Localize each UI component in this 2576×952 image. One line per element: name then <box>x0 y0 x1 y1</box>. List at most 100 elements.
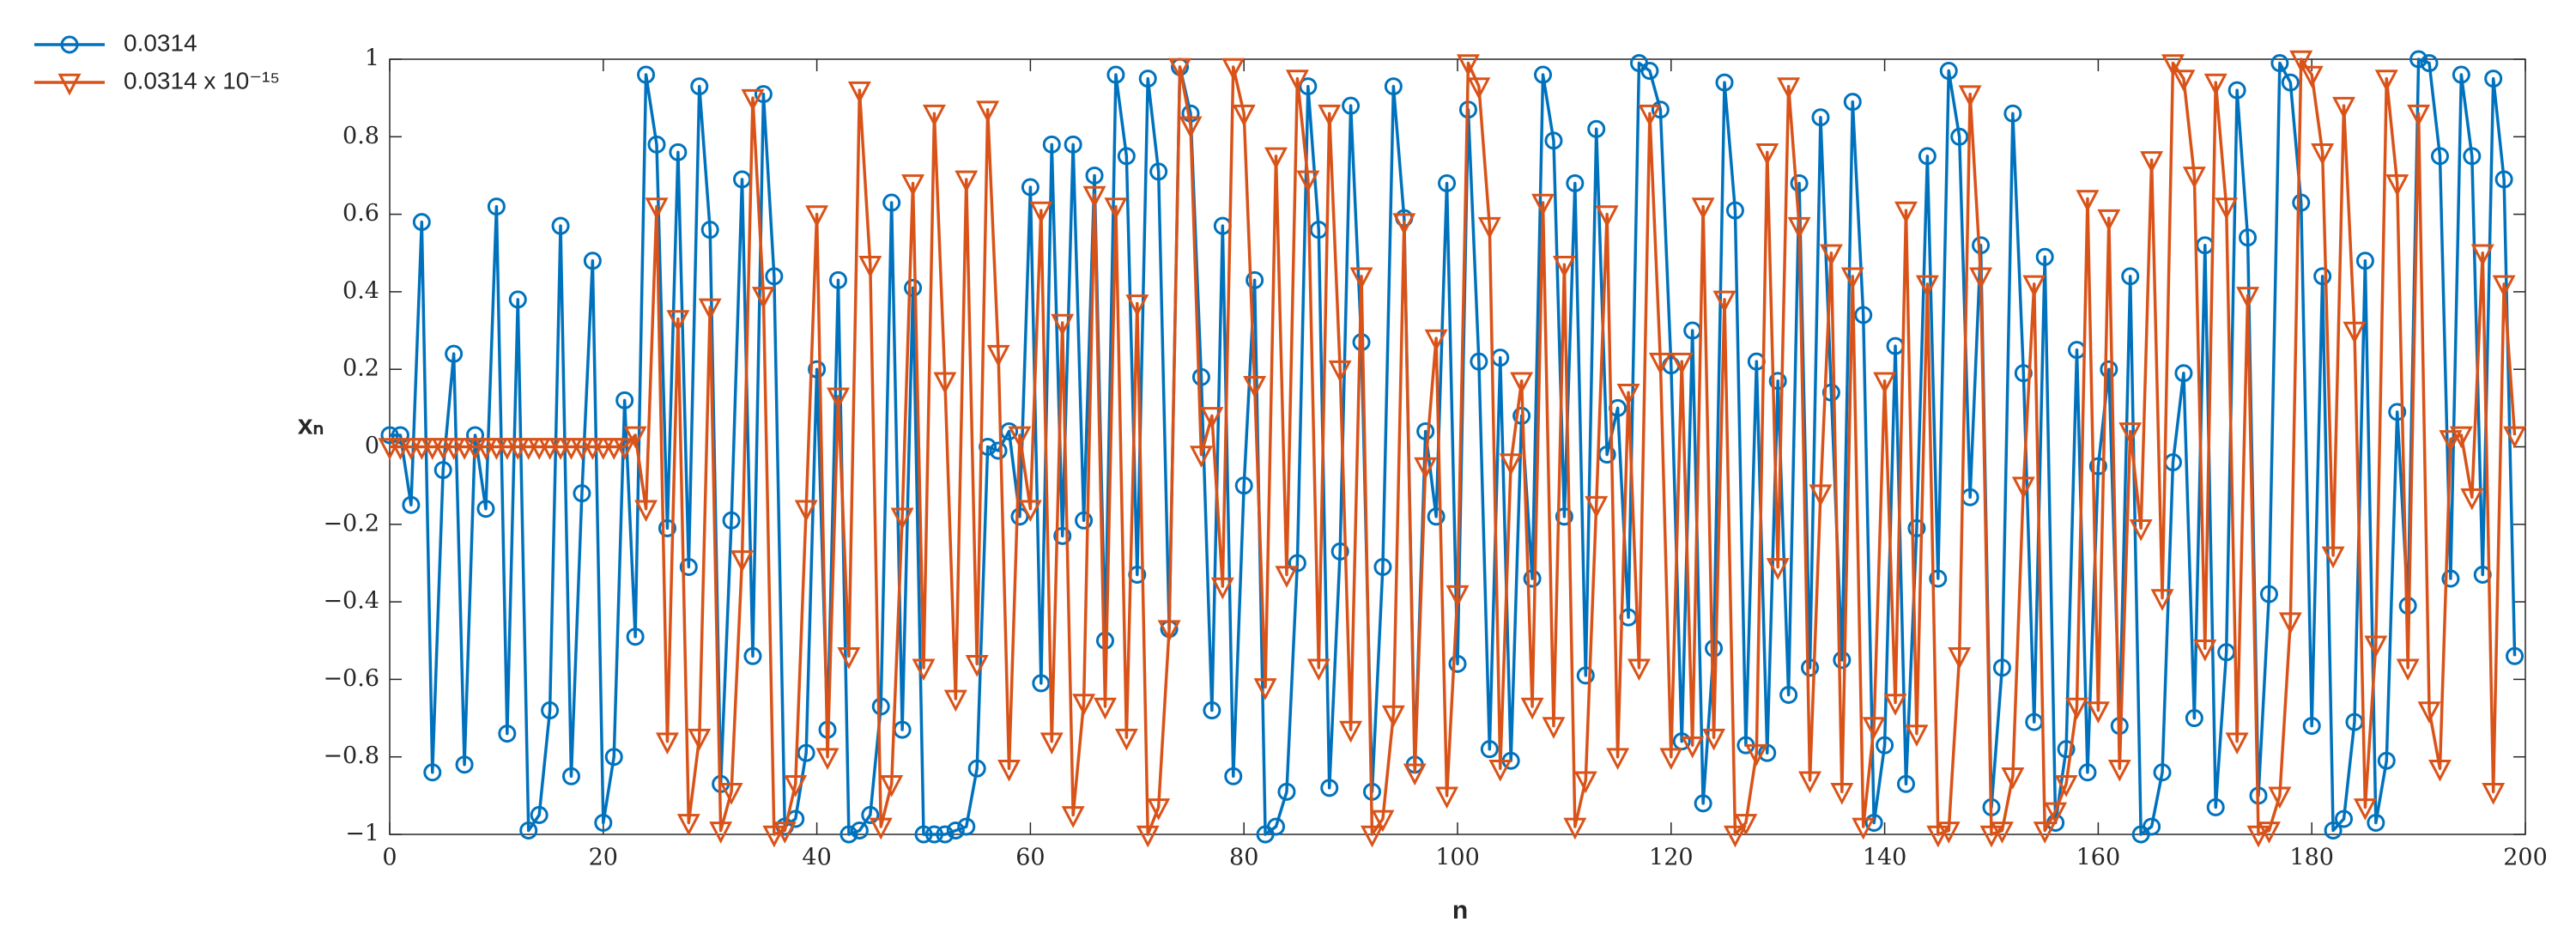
marker <box>1585 495 1609 518</box>
marker <box>1712 290 1737 313</box>
marker <box>1969 267 1993 290</box>
marker <box>2452 65 2470 84</box>
marker <box>1488 759 1512 782</box>
marker <box>2044 802 2068 825</box>
marker <box>1082 185 1106 209</box>
marker <box>1766 558 1790 580</box>
x-tick-label: 160 <box>2076 845 2121 871</box>
marker <box>2441 569 2460 588</box>
marker <box>924 825 943 844</box>
marker <box>2407 104 2431 127</box>
marker <box>645 197 669 220</box>
marker <box>2428 759 2452 782</box>
marker <box>922 104 946 127</box>
marker <box>613 438 637 460</box>
marker <box>2014 364 2033 383</box>
marker <box>2225 732 2249 755</box>
marker <box>1125 294 1149 317</box>
marker <box>976 100 1000 124</box>
marker <box>455 755 474 774</box>
marker <box>1106 65 1125 84</box>
marker <box>901 174 925 197</box>
marker <box>1979 825 2003 848</box>
marker <box>719 783 743 805</box>
marker <box>1638 104 1662 127</box>
marker <box>1787 216 1811 240</box>
marker <box>1168 58 1192 81</box>
marker <box>1777 77 1801 100</box>
y-axis-label: xₙ <box>298 409 324 440</box>
marker <box>1306 658 1330 682</box>
marker <box>1755 143 1779 166</box>
marker <box>1544 131 1563 150</box>
marker <box>1275 566 1299 588</box>
marker <box>1725 201 1744 220</box>
marker <box>688 728 712 751</box>
marker <box>1285 70 1309 92</box>
x-tick-label: 60 <box>1015 845 1045 871</box>
marker <box>1414 457 1438 480</box>
marker <box>1862 717 1886 739</box>
marker <box>2343 321 2367 344</box>
marker <box>1616 383 1640 406</box>
marker <box>2449 426 2473 449</box>
marker <box>1873 372 1897 395</box>
x-tick-label: 120 <box>1649 845 1694 871</box>
marker <box>2321 546 2345 569</box>
y-tick-label: 0.8 <box>342 123 379 149</box>
marker <box>1200 407 1224 429</box>
marker <box>936 825 955 844</box>
marker <box>1373 557 1392 576</box>
marker <box>1744 743 1768 767</box>
marker <box>1573 771 1597 794</box>
marker <box>1277 782 1296 801</box>
marker <box>1224 767 1243 785</box>
marker <box>551 216 570 235</box>
marker <box>826 387 850 410</box>
marker <box>594 813 613 832</box>
marker <box>1948 647 1972 670</box>
marker <box>1723 825 1747 848</box>
marker <box>1811 108 1830 127</box>
marker <box>2439 430 2463 452</box>
marker <box>828 270 847 289</box>
marker <box>1264 147 1288 170</box>
marker <box>1854 306 1873 324</box>
x-tick-label: 20 <box>589 845 618 871</box>
marker <box>2161 54 2185 76</box>
marker <box>722 511 741 530</box>
marker <box>1768 372 1787 391</box>
marker <box>1349 267 1373 290</box>
marker <box>2374 70 2398 92</box>
marker <box>754 85 773 104</box>
marker <box>2430 147 2449 166</box>
marker <box>797 743 815 762</box>
marker <box>1918 147 1937 166</box>
marker <box>2364 635 2388 658</box>
marker <box>762 825 786 848</box>
marker <box>2302 717 2321 736</box>
marker <box>2100 360 2118 379</box>
marker <box>989 441 1008 460</box>
marker <box>1907 518 1926 537</box>
marker <box>2506 646 2524 665</box>
marker <box>1299 77 1318 96</box>
marker <box>871 697 890 716</box>
marker <box>2206 797 2225 816</box>
marker <box>1958 85 1982 107</box>
marker <box>698 298 722 321</box>
marker <box>2278 612 2302 634</box>
marker <box>1392 213 1416 235</box>
marker <box>1651 100 1670 119</box>
x-tick-label: 180 <box>2289 845 2334 871</box>
marker <box>1852 817 1876 840</box>
marker <box>2011 476 2035 499</box>
marker <box>2227 81 2246 100</box>
marker <box>1267 817 1286 836</box>
marker <box>1915 275 1939 298</box>
marker <box>869 817 893 840</box>
marker <box>858 255 882 278</box>
marker <box>743 646 762 665</box>
marker <box>1342 96 1361 115</box>
marker <box>1894 201 1918 224</box>
